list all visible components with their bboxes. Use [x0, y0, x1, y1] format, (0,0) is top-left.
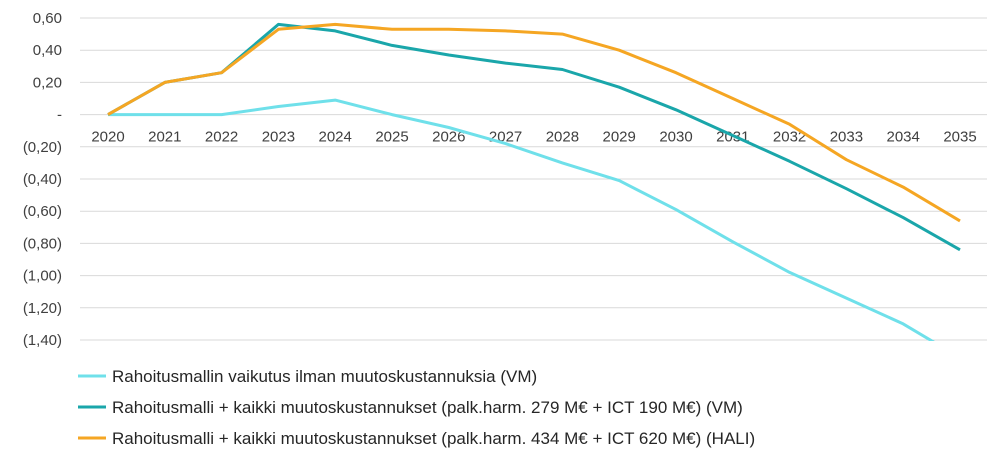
- x-tick-label: 2034: [887, 129, 920, 146]
- x-tick-label: 2024: [319, 129, 352, 146]
- y-tick-label: (0,80): [23, 235, 62, 252]
- series-line-2: [107, 22, 961, 252]
- legend: Rahoitusmallin vaikutus ilman muutoskust…: [78, 367, 755, 448]
- x-axis-ticks: 2020 2021 2022 2023 2024 2025 2026 2027 2028 2029…: [91, 129, 976, 146]
- x-tick-label: 2025: [375, 129, 408, 146]
- y-tick-label: (1,40): [23, 332, 62, 349]
- y-tick-label: 0,60: [33, 10, 62, 27]
- plot-area: [107, 22, 961, 341]
- x-tick-label: 2035: [943, 129, 976, 146]
- y-tick-label: (0,20): [23, 139, 62, 156]
- legend-label-2: Rahoitusmalli + kaikki muutoskustannukse…: [112, 398, 743, 417]
- x-tick-label: 2030: [659, 129, 692, 146]
- x-tick-label: 2028: [546, 129, 579, 146]
- y-tick-label: -: [57, 107, 62, 124]
- x-tick-label: 2032: [773, 129, 806, 146]
- x-tick-label: 2022: [205, 129, 238, 146]
- x-tick-label: 2026: [432, 129, 465, 146]
- x-tick-label: 2023: [262, 129, 295, 146]
- x-tick-label: 2020: [91, 129, 124, 146]
- legend-label-3: Rahoitusmalli + kaikki muutoskustannukse…: [112, 429, 755, 448]
- legend-label-1: Rahoitusmallin vaikutus ilman muutoskust…: [112, 367, 537, 386]
- y-tick-label: (1,20): [23, 300, 62, 317]
- series-line-3: [107, 22, 961, 223]
- y-tick-label: 0,40: [33, 42, 62, 59]
- y-tick-label: (1,00): [23, 268, 62, 285]
- y-tick-label: 0,20: [33, 74, 62, 91]
- y-tick-label: (0,40): [23, 171, 62, 188]
- series-line-1: [108, 98, 935, 341]
- y-tick-label: (0,60): [23, 203, 62, 220]
- x-tick-label: 2033: [830, 129, 863, 146]
- x-tick-label: 2029: [603, 129, 636, 146]
- y-axis-ticks: 0,60 0,40 0,20 - (0,20) (0,40) (0,60) (0,80) (1,…: [23, 10, 62, 349]
- x-tick-label: 2021: [148, 129, 181, 146]
